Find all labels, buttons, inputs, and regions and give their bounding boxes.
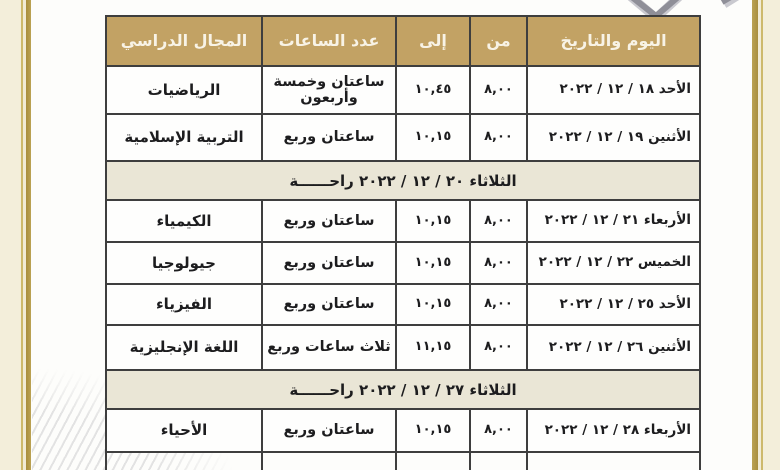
cell-to: ١٠,١٥ bbox=[397, 201, 471, 241]
cell-day: الأثنين ٢٦ / ١٢ / ٢٠٢٢ bbox=[528, 326, 699, 369]
rest-day-row: الثلاثاء ٢٧ / ١٢ / ٢٠٢٢ راحــــــة bbox=[107, 369, 699, 408]
cell-subject: الفيزياء bbox=[107, 285, 263, 324]
table-row-exam: الأحد ١٨ / ١٢ / ٢٠٢٢ ٨,٠٠ ١٠,٤٥ ساعتان وخمس… bbox=[107, 65, 699, 113]
cell-day: الأحد ١٨ / ١٢ / ٢٠٢٢ bbox=[528, 67, 699, 113]
table-row-exam: الأحد ٢٥ / ١٢ / ٢٠٢٢ ٨,٠٠ ١٠,١٥ ساعتان وربع… bbox=[107, 283, 699, 324]
cell-header-day: اليوم والتاريخ bbox=[528, 17, 699, 65]
cell-day bbox=[528, 453, 699, 470]
cell-subject: جيولوجيا bbox=[107, 243, 263, 283]
left-margin-gold-rule bbox=[0, 0, 34, 470]
cell-subject: اللغة الإنجليزية bbox=[107, 326, 263, 369]
cell-day: الخميس ٢٢ / ١٢ / ٢٠٢٢ bbox=[528, 243, 699, 283]
cell-day: الأحد ٢٥ / ١٢ / ٢٠٢٢ bbox=[528, 285, 699, 324]
rest-day-label: الثلاثاء ٢٠ / ١٢ / ٢٠٢٢ راحــــــة bbox=[289, 171, 517, 190]
cell-hours: ساعتان وربع bbox=[263, 410, 397, 451]
table-row-exam: الأربعاء ٢١ / ١٢ / ٢٠٢٢ ٨,٠٠ ١٠,١٥ ساعتان و… bbox=[107, 199, 699, 241]
cell-from: ٨,٠٠ bbox=[471, 115, 528, 160]
cell-subject bbox=[107, 453, 263, 470]
cell-to: ١٠,١٥ bbox=[397, 243, 471, 283]
cell-header-subject: المجال الدراسي bbox=[107, 17, 263, 65]
right-margin-gold-rule bbox=[746, 0, 780, 470]
exam-schedule-table: اليوم والتاريخ من إلى عدد الساعات المجال الد… bbox=[105, 15, 701, 470]
table-row-exam: الأثنين ٢٦ / ١٢ / ٢٠٢٢ ٨,٠٠ ١١,١٥ ثلاث ساعا… bbox=[107, 324, 699, 369]
cell-subject: الرياضيات bbox=[107, 67, 263, 113]
table-row-exam: الأربعاء ٢٨ / ١٢ / ٢٠٢٢ ٨,٠٠ ١٠,١٥ ساعتان و… bbox=[107, 408, 699, 451]
cell-header-to: إلى bbox=[397, 17, 471, 65]
cell-to: ١٠,١٥ bbox=[397, 115, 471, 160]
cell-hours bbox=[263, 453, 397, 470]
cell-header-hours: عدد الساعات bbox=[263, 17, 397, 65]
cell-header-from: من bbox=[471, 17, 528, 65]
cell-day: الأربعاء ٢٨ / ١٢ / ٢٠٢٢ bbox=[528, 410, 699, 451]
rest-day-row: الثلاثاء ٢٠ / ١٢ / ٢٠٢٢ راحــــــة bbox=[107, 160, 699, 199]
cell-hours: ثلاث ساعات وربع bbox=[263, 326, 397, 369]
cell-to: ١٠,١٥ bbox=[397, 410, 471, 451]
cell-to: ١٠,٤٥ bbox=[397, 67, 471, 113]
cell-hours: ساعتان وربع bbox=[263, 115, 397, 160]
table-row-partial bbox=[107, 451, 699, 470]
cell-to bbox=[397, 453, 471, 470]
cell-from: ٨,٠٠ bbox=[471, 410, 528, 451]
cell-from: ٨,٠٠ bbox=[471, 67, 528, 113]
cell-subject: التربية الإسلامية bbox=[107, 115, 263, 160]
cell-hours: ساعتان وخمسة وأربعون bbox=[263, 67, 397, 113]
rest-day-label: الثلاثاء ٢٧ / ١٢ / ٢٠٢٢ راحــــــة bbox=[289, 380, 517, 399]
cell-subject: الأحياء bbox=[107, 410, 263, 451]
cell-from: ٨,٠٠ bbox=[471, 243, 528, 283]
cell-subject: الكيمياء bbox=[107, 201, 263, 241]
cell-day: الأربعاء ٢١ / ١٢ / ٢٠٢٢ bbox=[528, 201, 699, 241]
cell-from: ٨,٠٠ bbox=[471, 285, 528, 324]
cell-hours: ساعتان وربع bbox=[263, 285, 397, 324]
cell-from bbox=[471, 453, 528, 470]
cell-hours: ساعتان وربع bbox=[263, 201, 397, 241]
table-header-row: اليوم والتاريخ من إلى عدد الساعات المجال الد… bbox=[107, 17, 699, 65]
cell-hours: ساعتان وربع bbox=[263, 243, 397, 283]
cell-to: ١١,١٥ bbox=[397, 326, 471, 369]
cell-to: ١٠,١٥ bbox=[397, 285, 471, 324]
table-row-exam: الأثنين ١٩ / ١٢ / ٢٠٢٢ ٨,٠٠ ١٠,١٥ ساعتان ور… bbox=[107, 113, 699, 160]
cell-from: ٨,٠٠ bbox=[471, 201, 528, 241]
cell-day: الأثنين ١٩ / ١٢ / ٢٠٢٢ bbox=[528, 115, 699, 160]
table-row-exam: الخميس ٢٢ / ١٢ / ٢٠٢٢ ٨,٠٠ ١٠,١٥ ساعتان ورب… bbox=[107, 241, 699, 283]
cell-from: ٨,٠٠ bbox=[471, 326, 528, 369]
